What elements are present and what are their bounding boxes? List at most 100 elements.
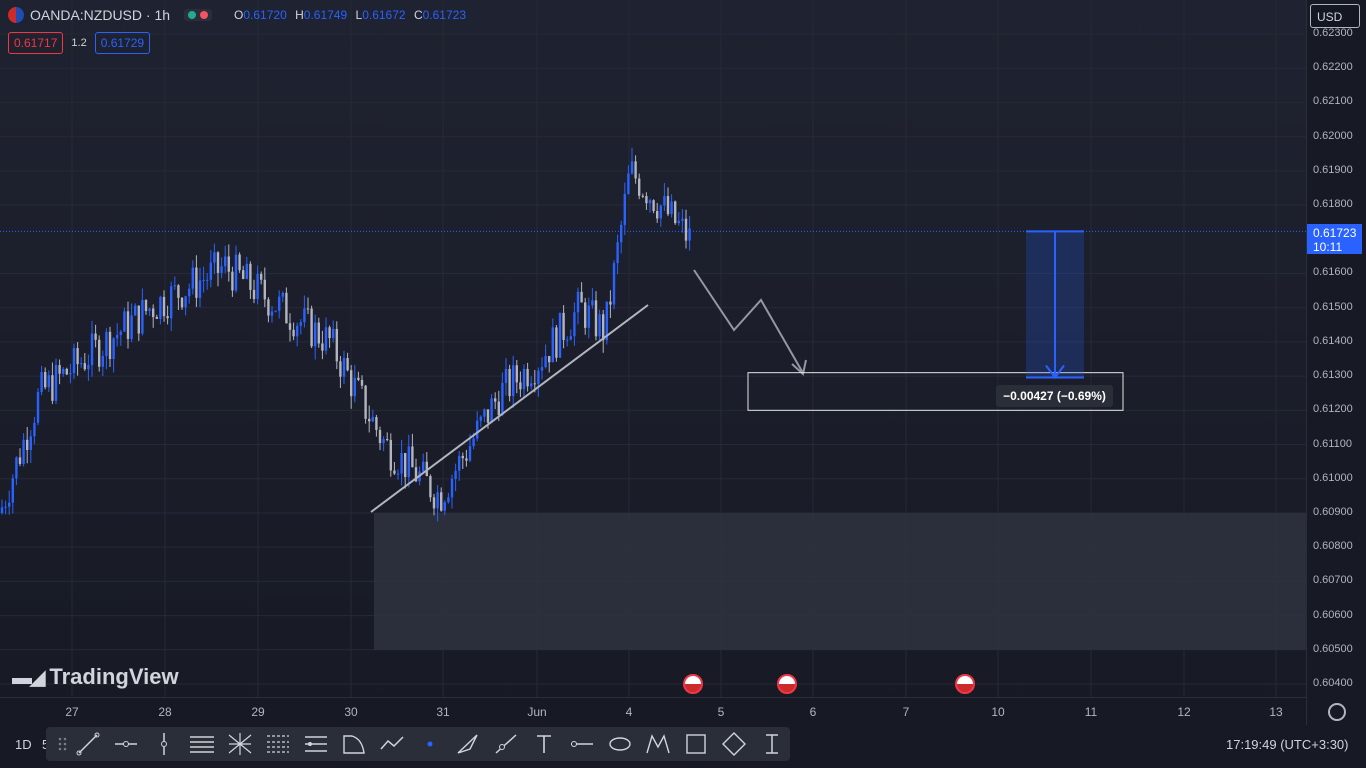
candle-body (375, 417, 378, 431)
dot-icon[interactable] (416, 731, 444, 757)
candle-body (15, 457, 18, 479)
candle-body (530, 383, 533, 387)
candle-body (681, 218, 684, 221)
horizontal-line-icon[interactable] (568, 731, 596, 757)
drag-handle-icon[interactable] (50, 731, 78, 757)
chart-pane[interactable] (0, 0, 1306, 725)
open-value: 0.61720 (243, 8, 287, 22)
candle-body (476, 420, 479, 439)
candle-body (54, 365, 58, 401)
time-tick-label: 28 (158, 705, 172, 719)
candle-body (364, 385, 367, 419)
vertical-line-icon[interactable] (150, 731, 178, 757)
price-tick-label: 0.60800 (1313, 540, 1353, 553)
candle-body (407, 446, 410, 478)
price-axis[interactable]: 0.62300 0.62200 0.62100 0.62000 0.61900 0.618… (1306, 0, 1366, 725)
text-tool-icon[interactable] (530, 731, 558, 757)
interval-button-5[interactable]: 5 (42, 737, 49, 752)
candle-body (566, 339, 569, 341)
pitchfork-icon[interactable] (226, 731, 254, 757)
candle-body (274, 310, 277, 312)
candle-body (98, 339, 101, 367)
last-price-value: 0.61723 (1313, 226, 1357, 240)
candle-body (368, 418, 371, 422)
candle-body (353, 377, 356, 397)
chart-canvas[interactable] (0, 0, 1306, 725)
open-label: O (234, 8, 244, 22)
candle-body (468, 446, 472, 461)
candle-body (609, 301, 612, 305)
candle-body (29, 436, 32, 450)
price-tick-label: 0.60600 (1313, 608, 1353, 621)
candle-body (209, 262, 212, 280)
candle-body (321, 343, 324, 351)
symbol-title[interactable]: OANDA:NZDUSD · 1h (30, 7, 171, 23)
rotated-rectangle-icon[interactable] (720, 731, 748, 757)
price-tick-label: 0.60700 (1313, 574, 1353, 587)
arc-icon[interactable] (340, 731, 368, 757)
economic-event-icon[interactable] (683, 674, 703, 694)
candle-body (101, 356, 104, 367)
rectangle-icon[interactable] (682, 731, 710, 757)
clock-timezone[interactable]: 17:19:49 (UTC+3:30) (1226, 737, 1349, 752)
market-open-icon (188, 11, 197, 19)
time-tick-label: 29 (251, 705, 265, 719)
candle-body (242, 270, 245, 279)
candle-body (400, 453, 403, 474)
candle-body (231, 271, 234, 291)
candle-body (216, 252, 220, 273)
price-tick-label: 0.61900 (1313, 163, 1353, 176)
fib-channel-icon[interactable] (302, 731, 330, 757)
trend-line-icon[interactable] (74, 731, 102, 757)
candle-body (170, 286, 173, 319)
trendline (370, 304, 649, 513)
candle-body (72, 348, 76, 374)
sell-button[interactable]: 0.61717 (8, 32, 64, 54)
price-tick-label: 0.61100 (1313, 437, 1352, 450)
candle-body (612, 263, 616, 305)
candle-body (616, 242, 619, 264)
candle-body (396, 473, 400, 475)
candle-body (155, 317, 158, 319)
settings-icon[interactable] (1328, 703, 1346, 721)
horizontal-ray-icon[interactable] (112, 731, 140, 757)
candle-body (213, 252, 216, 263)
candle-body (533, 383, 536, 385)
economic-event-icon[interactable] (777, 674, 797, 694)
candle-body (404, 453, 407, 478)
price-tick-label: 0.61600 (1313, 266, 1353, 279)
candle-body (292, 329, 295, 337)
candle-body (432, 497, 436, 509)
ellipse-icon[interactable] (606, 731, 634, 757)
path-icon[interactable] (378, 731, 406, 757)
candle-body (278, 296, 281, 311)
ray-icon[interactable] (492, 731, 520, 757)
candle-body (324, 327, 328, 351)
candle-body (0, 507, 4, 513)
candle-body (202, 280, 205, 282)
time-axis[interactable]: 27 28 29 30 31 Jun 4 5 6 7 10 11 12 13 (0, 697, 1306, 726)
buy-button[interactable]: 0.61729 (94, 32, 151, 54)
interval-button[interactable]: 1D (15, 737, 32, 752)
time-tick-label: 27 (65, 705, 79, 719)
tradingview-logo[interactable]: ▬◢ TradingView (12, 664, 179, 690)
currency-selector[interactable]: USD (1310, 4, 1360, 28)
parallel-lines-icon[interactable] (188, 731, 216, 757)
market-status[interactable] (184, 9, 213, 21)
candle-body (422, 461, 425, 472)
time-tick-label: 30 (344, 705, 358, 719)
xabcd-pattern-icon[interactable] (644, 731, 672, 757)
triangle-icon[interactable] (454, 731, 482, 757)
candle-body (238, 254, 241, 271)
price-range-icon[interactable] (758, 731, 786, 757)
candle-body (346, 358, 349, 371)
candle-body (69, 373, 72, 375)
fib-retracement-icon[interactable] (264, 731, 292, 757)
measure-arrowhead (1045, 364, 1065, 380)
economic-event-icon[interactable] (955, 674, 975, 694)
candle-body (36, 392, 40, 423)
candle-body (634, 161, 637, 179)
price-tick-label: 0.62000 (1313, 129, 1353, 142)
candle-body (227, 256, 230, 272)
candle-body (4, 506, 7, 508)
